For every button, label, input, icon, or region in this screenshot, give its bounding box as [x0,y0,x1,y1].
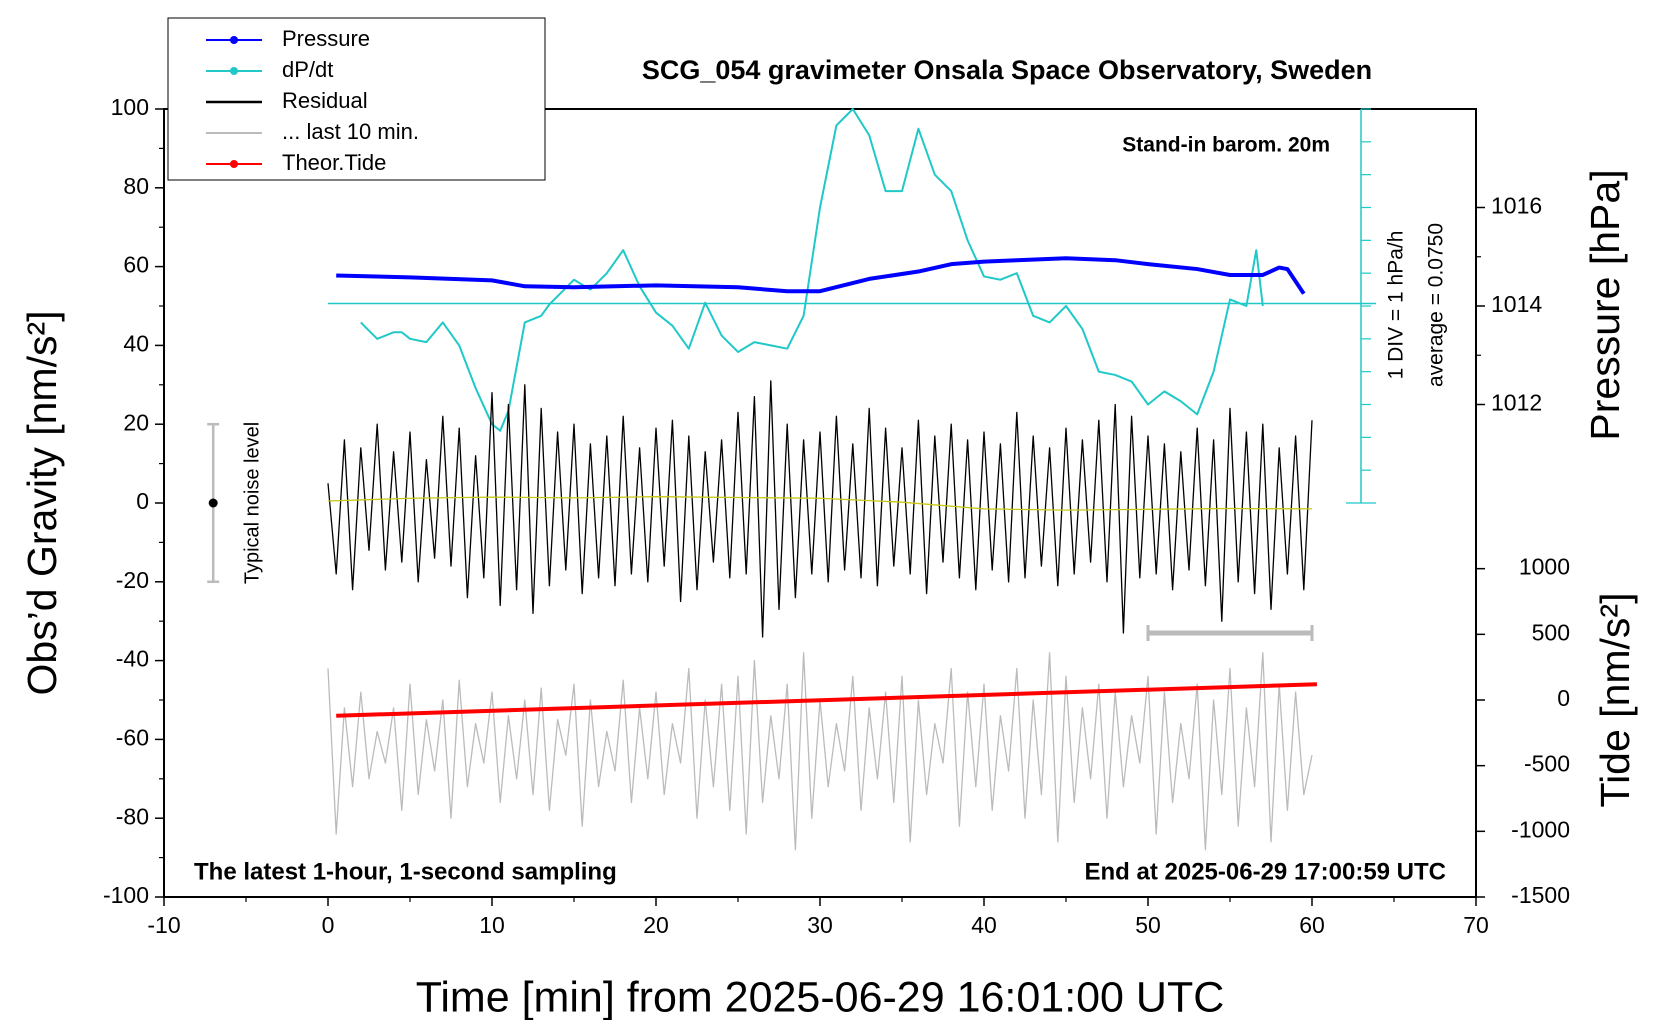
series-line [327,496,1313,511]
legend-marker [230,160,238,168]
chart-title: SCG_054 gravimeter Onsala Space Observat… [642,55,1372,85]
x-tick-label: 0 [322,912,335,938]
y-tick-label: 40 [123,330,149,356]
y-tick-label: 60 [123,252,149,278]
x-tick-label: 50 [1135,912,1161,938]
legend-marker [230,67,238,75]
x-tick-label: 40 [971,912,997,938]
legend-label: Residual [282,88,368,113]
legend-marker [230,36,238,44]
x-tick-label: -10 [147,912,180,938]
series-line [336,682,1317,718]
noise-bar-label: Typical noise level [241,422,263,584]
x-axis-label: Time [min] from 2025-06-29 16:01:00 UTC [416,973,1225,1020]
dpdt-scale-label: 1 DIV = 1 hPa/h [1385,231,1408,380]
x-tick-label: 60 [1299,912,1325,938]
pressure-tick-label: 1016 [1491,193,1542,219]
tide-tick-label: -500 [1524,751,1570,777]
tide-axis-label: Tide [nm/s²] [1592,593,1638,808]
y-tick-label: 0 [136,488,149,514]
y-tick-label: -20 [116,567,149,593]
legend-label: Pressure [282,26,370,51]
x-tick-label: 30 [807,912,833,938]
y-tick-label: 80 [123,173,149,199]
legend-box [167,17,546,181]
y-tick-label: -80 [116,803,149,829]
dpdt-average-label: average = 0.0750 [1425,223,1448,387]
noise-bar-center [208,498,218,508]
pressure-tick-label: 1014 [1491,291,1542,317]
pressure-axis-label: Pressure [hPa] [1582,169,1628,440]
y-tick-label: -100 [103,882,149,908]
legend-label: ... last 10 min. [282,119,419,144]
x-tick-label: 70 [1463,912,1489,938]
tide-tick-label: 0 [1557,685,1570,711]
y-tick-label: -40 [116,646,149,672]
x-tick-label: 10 [479,912,505,938]
legend-label: dP/dt [282,57,333,82]
pressure-tick-label: 1012 [1491,390,1542,416]
y-axis-label: Obs’d Gravity [nm/s²] [19,310,65,695]
tide-tick-label: -1500 [1511,882,1570,908]
series-line [327,380,1313,638]
tide-tick-label: -1000 [1511,816,1570,842]
footer-left: The latest 1-hour, 1-second sampling [194,858,617,885]
barometer-note: Stand-in barom. 20m [1122,134,1330,157]
x-tick-label: 20 [643,912,669,938]
tide-tick-label: 1000 [1519,554,1570,580]
y-tick-label: 20 [123,409,149,435]
series-line [336,256,1306,295]
footer-right: End at 2025-06-29 17:00:59 UTC [1085,858,1447,885]
legend-label: Theor.Tide [282,150,386,175]
series-line [360,108,1264,432]
y-tick-label: -60 [116,724,149,750]
y-tick-label: 100 [111,94,149,120]
tide-tick-label: 500 [1532,619,1570,645]
